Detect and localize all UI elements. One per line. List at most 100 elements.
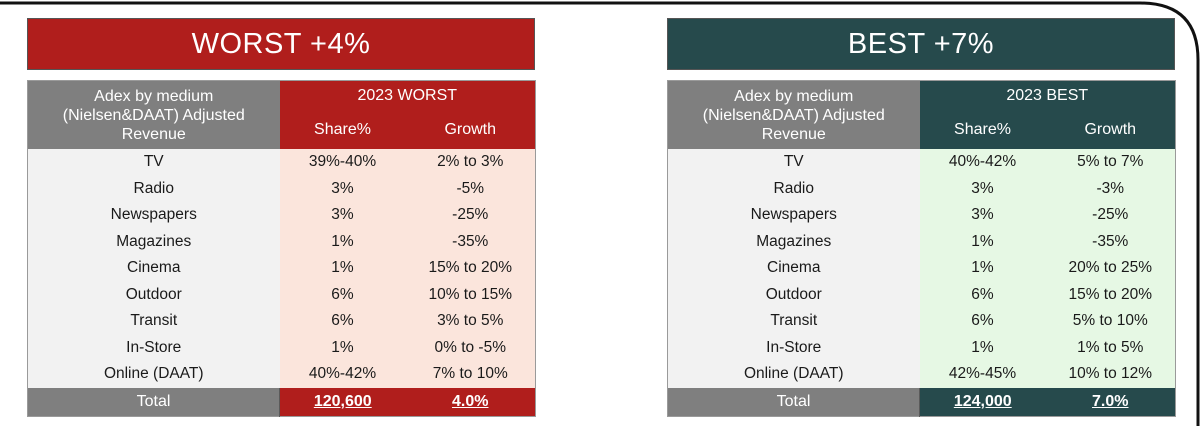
share-cell: 3% xyxy=(919,175,1046,202)
medium-cell: Radio xyxy=(27,175,280,202)
table-row: Transit 6% 5% to 10% xyxy=(667,308,1176,335)
worst-adex-table: Adex by medium (Nielsen&DAAT) Adjusted R… xyxy=(27,80,536,417)
growth-cell: 2% to 3% xyxy=(405,149,536,176)
medium-header-line1: Adex by medium xyxy=(734,87,854,105)
total-label: Total xyxy=(27,387,280,416)
medium-cell: Newspapers xyxy=(27,202,280,229)
medium-header-line2: (Nielsen&DAAT) Adjusted xyxy=(702,106,885,124)
table-row: Cinema 1% 15% to 20% xyxy=(27,255,536,282)
table-row: Radio 3% -3% xyxy=(667,175,1176,202)
medium-cell: Online (DAAT) xyxy=(27,361,280,388)
table-row: Outdoor 6% 10% to 15% xyxy=(27,281,536,308)
growth-cell: 1% to 5% xyxy=(1045,334,1176,361)
table-row: TV 40%-42% 5% to 7% xyxy=(667,149,1176,176)
medium-cell: Newspapers xyxy=(667,202,920,229)
table-row: Newspapers 3% -25% xyxy=(667,202,1176,229)
medium-cell: Outdoor xyxy=(27,281,280,308)
share-cell: 1% xyxy=(279,334,406,361)
medium-cell: TV xyxy=(667,149,920,176)
best-banner: BEST +7% xyxy=(667,18,1175,70)
growth-cell: 20% to 25% xyxy=(1045,255,1176,282)
share-cell: 1% xyxy=(919,228,1046,255)
share-cell: 1% xyxy=(279,255,406,282)
total-share-value: 120,600 xyxy=(313,392,372,410)
share-cell: 6% xyxy=(279,308,406,335)
share-cell: 1% xyxy=(919,334,1046,361)
medium-cell: Magazines xyxy=(667,228,920,255)
total-share-cell: 124,000 xyxy=(919,387,1046,416)
table-row: TV 39%-40% 2% to 3% xyxy=(27,149,536,176)
total-row: Total 124,000 7.0% xyxy=(667,387,1176,416)
table-row: Magazines 1% -35% xyxy=(27,228,536,255)
total-growth-cell: 4.0% xyxy=(405,387,536,416)
growth-cell: 7% to 10% xyxy=(405,361,536,388)
medium-cell: Cinema xyxy=(667,255,920,282)
growth-cell: -25% xyxy=(405,202,536,229)
total-label: Total xyxy=(667,387,920,416)
table-row: Radio 3% -5% xyxy=(27,175,536,202)
growth-cell: -35% xyxy=(405,228,536,255)
share-cell: 42%-45% xyxy=(919,361,1046,388)
medium-cell: TV xyxy=(27,149,280,176)
worst-scenario-panel: WORST +4% Adex by medium (Nielsen&DAAT) … xyxy=(27,18,536,417)
medium-cell: Transit xyxy=(667,308,920,335)
share-cell: 6% xyxy=(279,281,406,308)
medium-header-line2: (Nielsen&DAAT) Adjusted xyxy=(62,106,245,124)
table-row: Magazines 1% -35% xyxy=(667,228,1176,255)
best-scenario-header: 2023 BEST xyxy=(919,80,1176,112)
total-share-value: 124,000 xyxy=(953,392,1012,410)
table-row: Cinema 1% 20% to 25% xyxy=(667,255,1176,282)
medium-cell: Outdoor xyxy=(667,281,920,308)
share-cell: 40%-42% xyxy=(919,149,1046,176)
medium-header-line1: Adex by medium xyxy=(94,87,214,105)
medium-cell: Online (DAAT) xyxy=(667,361,920,388)
share-cell: 1% xyxy=(279,228,406,255)
medium-cell: In-Store xyxy=(667,334,920,361)
table-row: Outdoor 6% 15% to 20% xyxy=(667,281,1176,308)
share-cell: 6% xyxy=(919,281,1046,308)
medium-column-header: Adex by medium (Nielsen&DAAT) Adjusted R… xyxy=(667,80,920,149)
growth-cell: 15% to 20% xyxy=(405,255,536,282)
total-row: Total 120,600 4.0% xyxy=(27,387,536,416)
share-column-header: Share% xyxy=(919,111,1046,149)
table-row: Transit 6% 3% to 5% xyxy=(27,308,536,335)
growth-cell: -25% xyxy=(1045,202,1176,229)
growth-cell: 10% to 12% xyxy=(1045,361,1176,388)
table-row: In-Store 1% 0% to -5% xyxy=(27,334,536,361)
share-cell: 6% xyxy=(919,308,1046,335)
best-scenario-panel: BEST +7% Adex by medium (Nielsen&DAAT) A… xyxy=(667,18,1177,417)
table-row: Newspapers 3% -25% xyxy=(27,202,536,229)
share-cell: 1% xyxy=(919,255,1046,282)
growth-cell: -35% xyxy=(1045,228,1176,255)
share-cell: 3% xyxy=(279,202,406,229)
growth-cell: 0% to -5% xyxy=(405,334,536,361)
total-growth-value: 7.0% xyxy=(1092,392,1129,410)
share-column-header: Share% xyxy=(279,111,406,149)
total-growth-cell: 7.0% xyxy=(1045,387,1176,416)
growth-cell: 10% to 15% xyxy=(405,281,536,308)
growth-cell: 5% to 10% xyxy=(1045,308,1176,335)
medium-header-line3: Revenue xyxy=(121,125,186,143)
growth-cell: -3% xyxy=(1045,175,1176,202)
share-cell: 3% xyxy=(279,175,406,202)
growth-cell: -5% xyxy=(405,175,536,202)
total-growth-value: 4.0% xyxy=(452,392,489,410)
total-share-cell: 120,600 xyxy=(279,387,406,416)
medium-cell: Cinema xyxy=(27,255,280,282)
growth-cell: 3% to 5% xyxy=(405,308,536,335)
growth-column-header: Growth xyxy=(405,111,536,149)
medium-cell: Transit xyxy=(27,308,280,335)
growth-column-header: Growth xyxy=(1045,111,1176,149)
medium-cell: Radio xyxy=(667,175,920,202)
medium-cell: In-Store xyxy=(27,334,280,361)
medium-cell: Magazines xyxy=(27,228,280,255)
worst-banner: WORST +4% xyxy=(27,18,535,70)
growth-cell: 15% to 20% xyxy=(1045,281,1176,308)
table-row: Online (DAAT) 40%-42% 7% to 10% xyxy=(27,361,536,388)
share-cell: 3% xyxy=(919,202,1046,229)
medium-column-header: Adex by medium (Nielsen&DAAT) Adjusted R… xyxy=(27,80,280,149)
table-row: Online (DAAT) 42%-45% 10% to 12% xyxy=(667,361,1176,388)
share-cell: 40%-42% xyxy=(279,361,406,388)
growth-cell: 5% to 7% xyxy=(1045,149,1176,176)
